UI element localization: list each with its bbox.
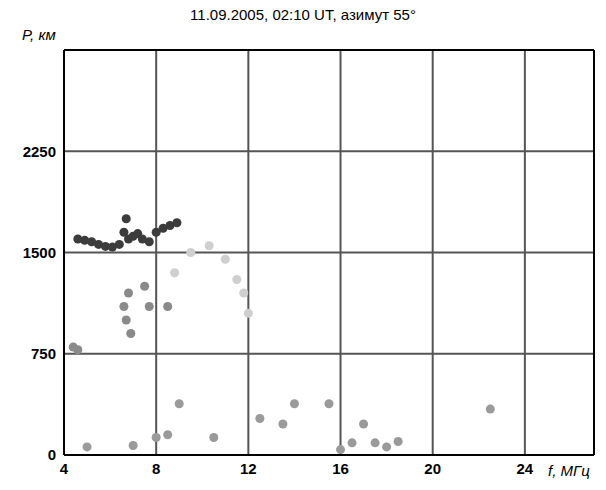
svg-text:20: 20 — [424, 460, 441, 477]
svg-text:4: 4 — [60, 460, 69, 477]
svg-text:0: 0 — [48, 446, 56, 463]
svg-text:24: 24 — [517, 460, 534, 477]
svg-text:2250: 2250 — [23, 143, 56, 160]
svg-text:16: 16 — [332, 460, 349, 477]
svg-text:8: 8 — [152, 460, 160, 477]
html-text:11.09.2005, 02:10 UT, азимут 5: 11.09.2005, 02:10 UT, азимут 55° — [190, 6, 416, 23]
svg-text:1500: 1500 — [23, 244, 56, 261]
html-text:P, км: P, км — [22, 26, 56, 43]
svg-text:12: 12 — [240, 460, 257, 477]
html-text:f, МГц: f, МГц — [548, 462, 590, 479]
svg-text:750: 750 — [31, 345, 56, 362]
